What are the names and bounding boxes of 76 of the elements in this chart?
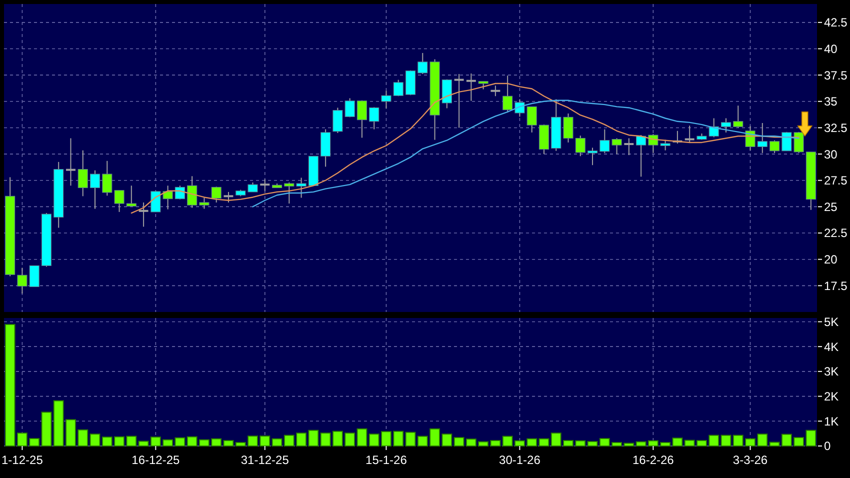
y-tick-label: 17.5 <box>824 278 848 293</box>
candlestick <box>259 178 271 192</box>
y-tick-label: 42.5 <box>824 16 848 30</box>
x-tick-label: 31-12-25 <box>240 453 290 467</box>
candlestick <box>222 191 234 203</box>
candlestick <box>612 138 622 155</box>
x-tick-label: 1-12-25 <box>2 453 44 467</box>
y-tick-label: 40 <box>824 42 838 56</box>
candlestick <box>636 134 646 178</box>
bar <box>223 440 234 446</box>
candlestick <box>502 75 513 112</box>
candlestick <box>102 160 112 196</box>
candlestick <box>78 150 88 197</box>
y-tick-label: 2K <box>824 389 839 404</box>
y-tick-label: 32.5 <box>824 120 848 135</box>
candlestick <box>587 147 598 166</box>
x-tick-label: 30-1-26 <box>499 453 541 467</box>
x-tick-label: 15-1-26 <box>366 453 408 467</box>
candlestick <box>90 170 100 210</box>
line-series <box>252 100 800 208</box>
candlestick <box>453 74 465 128</box>
candlestick <box>381 90 392 109</box>
candlestick <box>162 185 173 210</box>
candlestick <box>733 105 744 128</box>
bar <box>587 441 598 446</box>
candlestick <box>187 176 198 208</box>
candlestick <box>465 72 477 102</box>
y-tick-label: 35 <box>824 94 838 109</box>
candlestick <box>660 139 670 151</box>
candlestick <box>284 182 294 204</box>
y-tick-label: 25 <box>824 200 838 214</box>
candlestick <box>684 125 696 143</box>
candlestick <box>65 138 76 186</box>
candlestick <box>442 78 452 109</box>
y-tick-label: 30 <box>824 147 838 162</box>
candlestick <box>757 122 768 154</box>
y-tick-label: 3K <box>824 364 839 379</box>
candlestick <box>356 100 367 138</box>
candlestick <box>623 138 635 156</box>
candlestick <box>320 128 331 168</box>
y-tick-label: 22.5 <box>824 226 848 240</box>
candlestick <box>199 197 210 210</box>
y-tick-label: 4K <box>824 340 839 354</box>
candlestick <box>211 186 222 203</box>
y-tick-label: 1K <box>824 414 839 428</box>
y-tick-label: 20 <box>824 252 838 267</box>
candlestick <box>114 190 124 212</box>
candlestick <box>563 113 574 143</box>
candlestick <box>490 85 502 97</box>
y-tick-label: 27.5 <box>824 174 848 188</box>
candlestick <box>769 140 780 154</box>
x-tick-label: 16-12-25 <box>132 453 180 467</box>
x-tick-label: 16-2-26 <box>632 453 674 467</box>
candlestick <box>17 267 28 294</box>
candlestick <box>138 202 150 228</box>
y-tick-label: 37.5 <box>824 68 848 82</box>
x-tick-label: 3-3-26 <box>732 453 768 467</box>
y-tick-label: 5K <box>824 314 839 329</box>
candlestick <box>418 52 428 75</box>
candlestick <box>393 79 404 97</box>
candlestick <box>672 130 684 144</box>
bar <box>90 434 100 446</box>
candlestick <box>720 118 732 133</box>
candlestick <box>248 182 258 192</box>
bar <box>405 432 416 446</box>
candlestick <box>296 177 306 198</box>
candlestick <box>600 128 610 154</box>
bar <box>720 434 732 446</box>
candlestick <box>126 185 136 208</box>
candlestick <box>369 106 380 130</box>
candlestick <box>332 107 343 134</box>
candlestick <box>344 98 355 118</box>
candlestick <box>575 135 586 157</box>
candlestick <box>29 265 40 288</box>
candlestick <box>526 106 537 133</box>
y-tick-label: 0 <box>824 439 831 454</box>
